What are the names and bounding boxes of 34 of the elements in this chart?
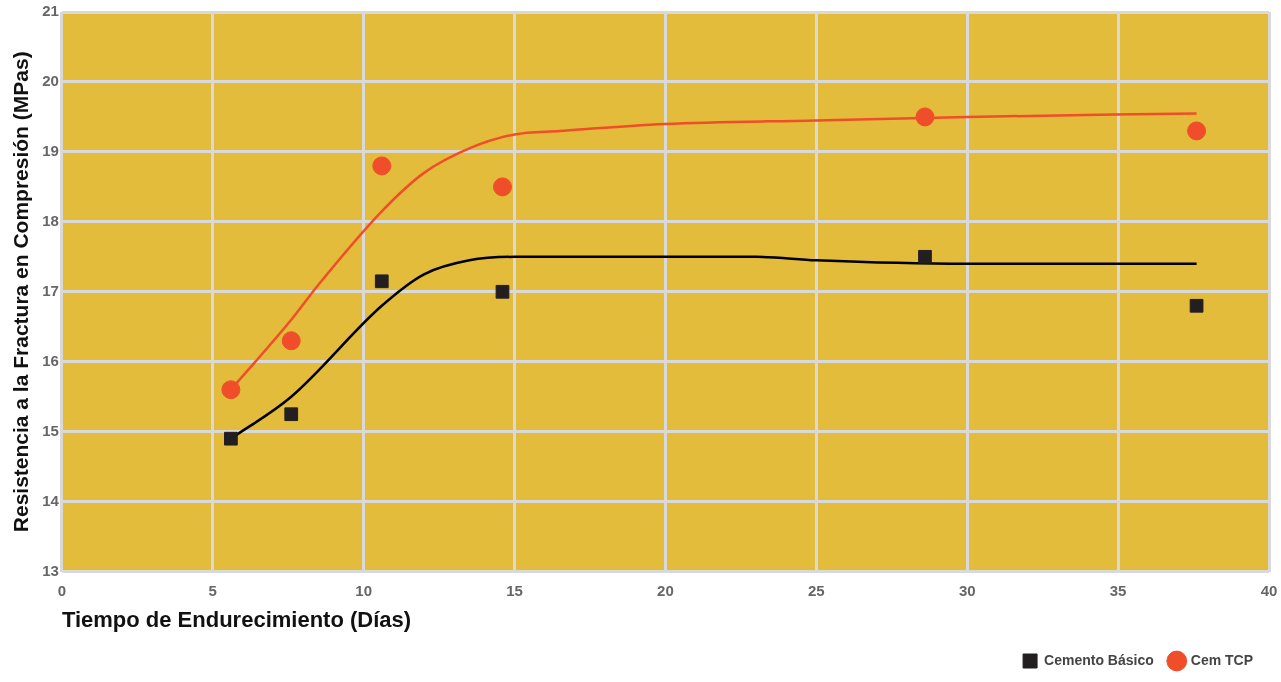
legend-label: Cemento Básico [1044,651,1154,668]
x-tick-label: 5 [208,581,217,599]
point [374,274,389,289]
x-tick-label: 40 [1260,581,1278,599]
point [284,407,299,422]
point [224,431,238,446]
point [281,331,301,351]
x-tick-label: 25 [807,581,825,599]
point [221,380,241,400]
y-tick-label: 16 [42,351,59,369]
y-tick-label: 15 [42,421,59,439]
point [915,107,935,127]
x-tick-label: 35 [1109,581,1127,599]
y-tick-label: 14 [42,491,60,509]
y-axis-title: Resistencia a la Fractura en Compresión (MPas) [9,51,33,533]
x-tick-label: 10 [355,581,373,599]
legend-label: Cem TCP [1190,651,1253,668]
x-axis-title: Tiempo de Endurecimiento (Días) [61,606,412,632]
point [918,249,932,264]
y-tick-label: 13 [42,561,59,579]
y-tick-label: 20 [42,72,59,90]
point [1189,298,1204,313]
y-tick-label: 21 [42,2,59,20]
y-tick-label: 17 [42,281,59,299]
x-tick-label: 0 [57,581,67,599]
point [492,177,512,197]
x-tick-label: 20 [657,581,674,599]
x-tick-label: 30 [958,581,976,599]
point [1187,121,1207,141]
point [372,156,392,176]
y-tick-label: 19 [42,142,59,160]
x-tick-label: 15 [506,581,523,599]
point [495,284,510,299]
y-tick-label: 18 [42,211,59,229]
